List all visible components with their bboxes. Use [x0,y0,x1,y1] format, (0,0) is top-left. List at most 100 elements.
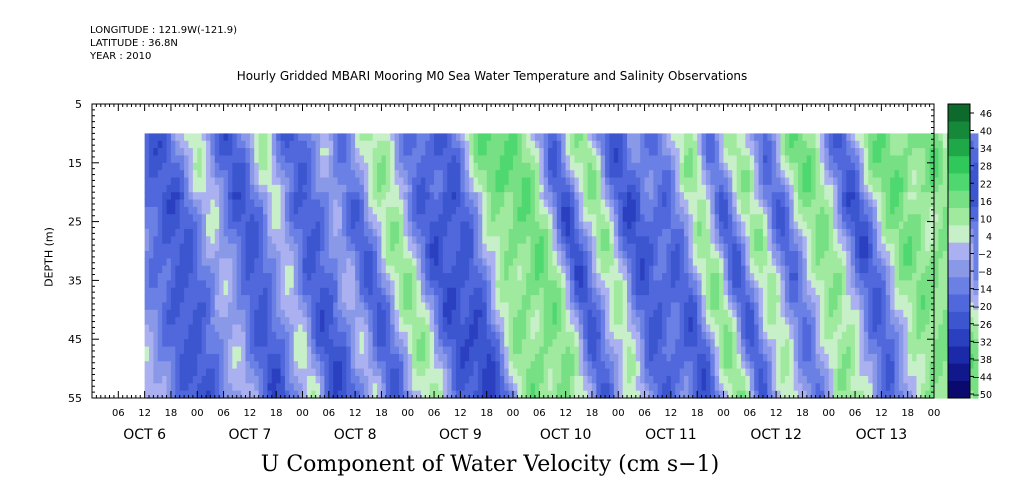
heatmap-cell [460,251,466,259]
heatmap-cell [548,177,554,186]
heatmap-cell [206,236,212,245]
heatmap-cell [662,375,668,384]
heatmap-cell [570,192,575,201]
heatmap-cell [477,317,483,326]
heatmap-cell [556,221,562,230]
heatmap-cell [144,361,150,370]
heatmap-cell [311,331,317,340]
heatmap-cell [434,390,440,399]
heatmap-cell [254,295,260,304]
heatmap-cell [618,302,624,311]
heatmap-cell [311,177,317,186]
heatmap-cell [232,184,238,193]
heatmap-cell [249,221,255,230]
heatmap-cell [675,214,681,223]
heatmap-cell [341,280,347,289]
heatmap-cell [162,265,168,274]
heatmap-cell [705,346,711,355]
heatmap-cell [245,280,251,289]
heatmap-cell [236,228,242,237]
heatmap-cell [179,368,185,377]
heatmap-cell [526,192,532,201]
heatmap-cell [219,228,225,237]
heatmap-cell [670,339,676,348]
heatmap-cell [539,170,545,179]
heatmap-cell [254,309,260,318]
heatmap-cell [188,265,194,274]
heatmap-cell [184,236,190,245]
heatmap-cell [438,206,444,215]
heatmap-cell [570,353,575,362]
heatmap-cell [289,184,295,193]
heatmap-cell [596,302,602,311]
heatmap-cell [622,214,628,223]
heatmap-cell [289,390,295,399]
heatmap-cell [460,317,466,326]
heatmap-cell [420,214,426,223]
heatmap-cell [670,309,676,318]
heatmap-cell [372,170,378,179]
heatmap-cell [517,148,523,157]
heatmap-cell [363,295,369,304]
heatmap-cell [350,273,356,281]
heatmap-cell [328,170,334,179]
heatmap-cell [705,375,711,384]
heatmap-cell [214,346,220,355]
heatmap-cell [328,251,334,259]
heatmap-cell [267,265,273,274]
heatmap-cell [346,133,352,142]
heatmap-cell [517,280,523,289]
heatmap-cell [306,309,312,318]
heatmap-cell [175,295,181,304]
heatmap-cell [407,353,413,362]
heatmap-cell [434,162,440,171]
heatmap-cell [697,280,703,289]
heatmap-cell [644,317,650,326]
heatmap-cell [302,243,308,252]
heatmap-cell [591,295,597,304]
heatmap-cell [249,140,255,149]
heatmap-cell [710,162,716,171]
heatmap-cell [166,192,172,201]
heatmap-cell [455,331,461,340]
heatmap-cell [227,339,233,348]
heatmap-cell [249,309,255,318]
heatmap-cell [684,339,690,348]
heatmap-cell [241,324,247,333]
heatmap-cell [241,273,247,281]
heatmap-cell [486,162,492,171]
heatmap-cell [670,302,676,311]
heatmap-cell [192,383,198,392]
heatmap-cell [622,339,628,348]
heatmap-cell [543,390,549,399]
heatmap-cell [359,155,365,164]
heatmap-cell [197,162,203,171]
heatmap-cell [407,170,413,179]
heatmap-cell [543,221,549,230]
heatmap-cell [679,361,685,370]
heatmap-cell [385,177,391,186]
heatmap-cell [635,324,641,333]
heatmap-cell [679,148,685,157]
heatmap-cell [556,368,562,377]
heatmap-cell [719,324,725,333]
heatmap-cell [548,280,554,289]
heatmap-cell [425,309,431,318]
heatmap-cell [249,192,255,201]
heatmap-cell [157,346,163,355]
heatmap-cell [666,287,672,296]
heatmap-cell [627,287,633,296]
heatmap-cell [635,221,641,230]
heatmap-cell [596,265,602,274]
heatmap-cell [692,148,698,157]
heatmap-cell [434,324,440,333]
heatmap-cell [346,317,352,326]
heatmap-cell [723,192,729,201]
heatmap-cell [482,221,488,230]
heatmap-cell [438,339,444,348]
heatmap-cell [587,331,593,340]
heatmap-cell [341,331,347,340]
heatmap-cell [328,295,334,304]
heatmap-cell [337,265,343,274]
heatmap-cell [574,162,580,171]
